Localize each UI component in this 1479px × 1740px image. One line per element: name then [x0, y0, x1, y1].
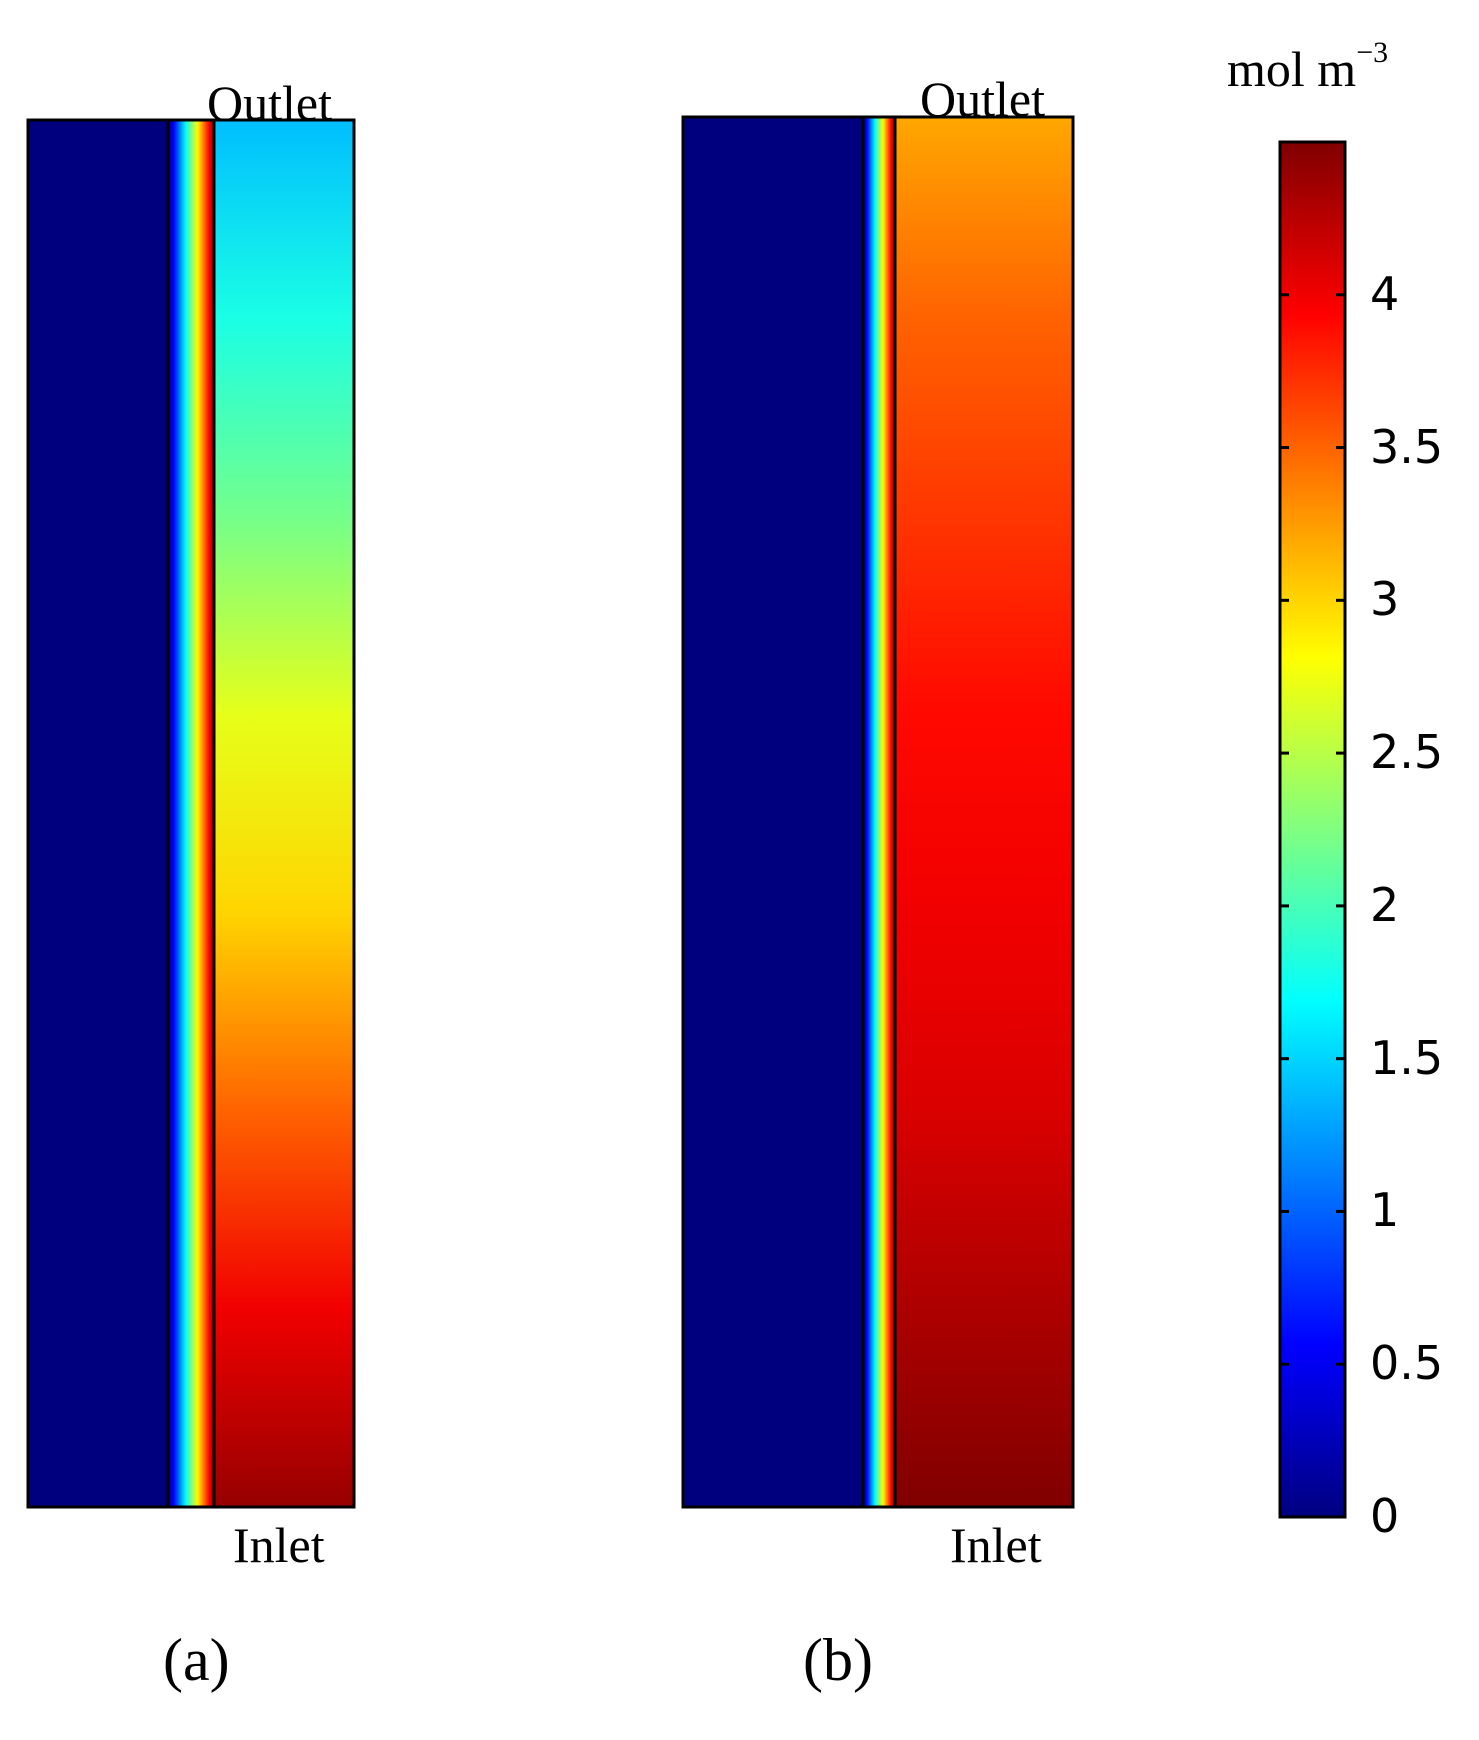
panel-a-membrane-band	[168, 120, 214, 1507]
panel-b-frame	[681, 115, 1075, 1509]
colorbar-unit-exponent: −3	[1356, 36, 1389, 70]
colorbar-tick-label: 3.5	[1370, 419, 1444, 474]
colorbar-tick-label: 0	[1370, 1489, 1400, 1543]
panel-b-membrane-band	[863, 117, 895, 1507]
colorbar-tick-label: 0.5	[1370, 1336, 1444, 1391]
colorbar-tick-label: 1	[1370, 1183, 1400, 1238]
panel-b-outlet-label: Outlet	[920, 71, 1045, 127]
colorbar-tick-label: 4	[1370, 266, 1400, 321]
panel-a-inlet-label: Inlet	[233, 1517, 325, 1573]
colorbar-unit-label: mol m−3	[1227, 38, 1388, 97]
panel-b	[681, 115, 1075, 1509]
panel-a	[26, 118, 356, 1509]
colorbar-unit-base: mol m	[1227, 41, 1357, 97]
panel-b-channel	[895, 117, 1073, 1507]
panel-b-inlet-label: Inlet	[950, 1517, 1042, 1573]
panel-a-channel	[214, 120, 354, 1507]
panel-a-left-domain	[28, 120, 168, 1507]
colorbar	[1278, 140, 1347, 1519]
panel-b-left-domain	[683, 117, 863, 1507]
colorbar-ticks	[1280, 293, 1345, 1519]
panel-a-frame	[26, 118, 356, 1509]
colorbar-tick-label: 1.5	[1370, 1030, 1444, 1085]
colorbar-tick-label: 2	[1370, 877, 1400, 932]
colorbar-gradient	[1278, 140, 1347, 1519]
colorbar-tick-label: 2.5	[1370, 725, 1444, 780]
panel-b-caption: (b)	[803, 1627, 873, 1693]
colorbar-tick-label: 3	[1370, 572, 1400, 627]
panel-a-outlet-label: Outlet	[207, 75, 332, 131]
panel-a-caption: (a)	[163, 1627, 230, 1693]
